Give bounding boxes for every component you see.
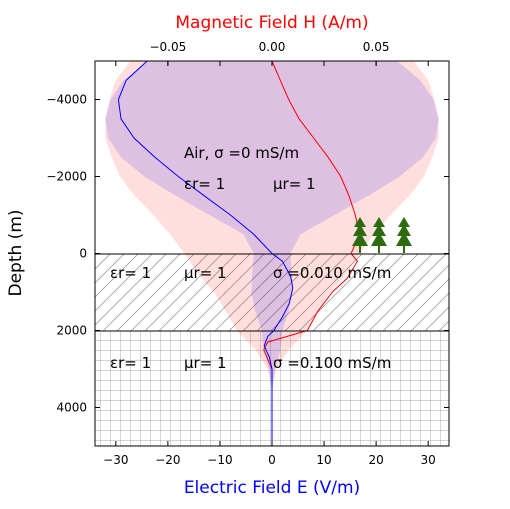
y-tick-label: 2000	[56, 324, 87, 338]
layer2-sigma-label: σ =0.100 mS/m	[273, 354, 391, 372]
x-bottom-tick-label: 30	[421, 453, 436, 467]
layer1-mu-label: μr= 1	[184, 264, 227, 282]
layer1-eps-label: εr= 1	[110, 264, 151, 282]
layer2-mu-label: μr= 1	[184, 354, 227, 372]
y-tick-label: −2000	[46, 170, 87, 184]
x-top-tick-label: 0.05	[363, 40, 390, 54]
x-bottom-tick-label: −20	[155, 453, 180, 467]
air-eps-label: εr= 1	[184, 175, 225, 193]
x-axis-bottom-title: Electric Field E (V/m)	[184, 478, 360, 498]
y-tick-label: 0	[79, 247, 87, 261]
x-bottom-tick-label: −30	[103, 453, 128, 467]
tree-icon	[371, 217, 387, 253]
y-tick-label: −4000	[46, 93, 87, 107]
y-tick-label: 4000	[56, 401, 87, 415]
x-top-tick-label: 0.00	[259, 40, 286, 54]
x-axis-top-title: Magnetic Field H (A/m)	[175, 13, 368, 33]
electric-field-line	[117, 61, 294, 446]
axis-ticks: −30 −20 −10 0 10 20 30 −0.05 0.00 0.05 −4000 −2000 0…	[46, 40, 449, 467]
layer1-sigma-label: σ =0.010 mS/m	[273, 264, 391, 282]
tree-icon	[352, 217, 368, 253]
tree-icon	[396, 217, 412, 253]
x-bottom-tick-label: 0	[268, 453, 276, 467]
air-mu-label: μr= 1	[273, 175, 316, 193]
layer2-eps-label: εr= 1	[110, 354, 151, 372]
x-bottom-tick-label: 20	[368, 453, 383, 467]
x-top-tick-label: −0.05	[149, 40, 186, 54]
x-bottom-tick-label: 10	[316, 453, 331, 467]
layer1-hatch	[95, 254, 449, 331]
air-sigma-label: Air, σ =0 mS/m	[184, 144, 299, 162]
y-axis-title: Depth (m)	[6, 209, 26, 296]
trees	[352, 217, 412, 253]
x-bottom-tick-label: −10	[207, 453, 232, 467]
